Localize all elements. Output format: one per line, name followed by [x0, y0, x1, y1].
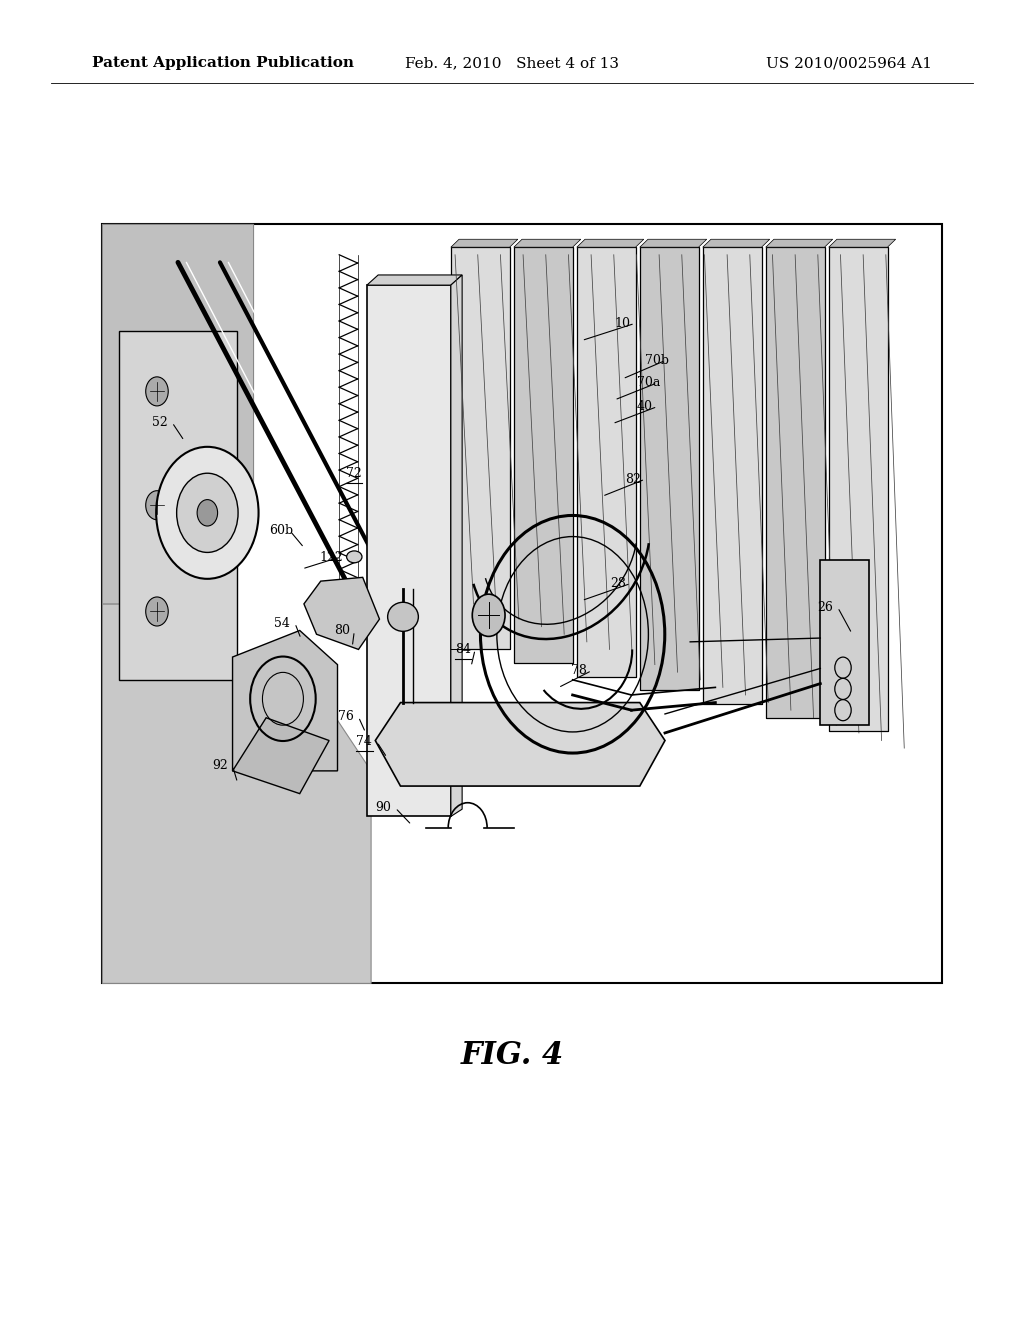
Polygon shape — [828, 239, 896, 247]
Polygon shape — [702, 247, 762, 704]
Text: Patent Application Publication: Patent Application Publication — [92, 57, 354, 70]
Polygon shape — [376, 702, 665, 787]
Text: 80: 80 — [334, 624, 350, 638]
Text: 60b: 60b — [269, 524, 294, 537]
Text: 52: 52 — [152, 416, 167, 429]
Polygon shape — [102, 224, 254, 605]
Polygon shape — [577, 239, 644, 247]
Text: 10: 10 — [614, 317, 631, 330]
Polygon shape — [232, 631, 338, 771]
Text: 82: 82 — [625, 473, 641, 486]
Text: 40: 40 — [637, 400, 653, 413]
Text: 92: 92 — [212, 759, 227, 772]
Polygon shape — [766, 247, 824, 718]
Text: 28: 28 — [610, 577, 627, 590]
Polygon shape — [640, 247, 698, 690]
Polygon shape — [119, 331, 237, 680]
Polygon shape — [367, 285, 451, 816]
Circle shape — [177, 474, 239, 553]
Bar — [820, 560, 869, 726]
Polygon shape — [828, 247, 888, 731]
Text: 72: 72 — [346, 467, 361, 480]
Polygon shape — [232, 718, 329, 793]
Ellipse shape — [388, 602, 419, 631]
Circle shape — [197, 500, 218, 527]
Text: Feb. 4, 2010   Sheet 4 of 13: Feb. 4, 2010 Sheet 4 of 13 — [406, 57, 618, 70]
Text: 54: 54 — [274, 616, 291, 630]
Polygon shape — [102, 605, 371, 983]
Circle shape — [145, 597, 168, 626]
Text: 76: 76 — [338, 710, 354, 723]
Circle shape — [145, 378, 168, 407]
Text: 90: 90 — [375, 801, 391, 814]
Polygon shape — [514, 247, 572, 663]
Polygon shape — [577, 247, 636, 677]
Text: 70b: 70b — [645, 354, 669, 367]
Text: 74: 74 — [356, 735, 373, 748]
Bar — [102, 224, 942, 983]
Text: 78: 78 — [571, 664, 588, 677]
Text: 26: 26 — [817, 601, 834, 614]
Polygon shape — [514, 239, 581, 247]
Text: US 2010/0025964 A1: US 2010/0025964 A1 — [766, 57, 932, 70]
Polygon shape — [451, 247, 510, 649]
Circle shape — [145, 491, 168, 520]
Polygon shape — [702, 239, 770, 247]
Polygon shape — [367, 275, 462, 285]
Polygon shape — [451, 275, 462, 816]
Ellipse shape — [346, 550, 362, 562]
Polygon shape — [304, 577, 380, 649]
Circle shape — [157, 446, 258, 579]
Text: FIG. 4: FIG. 4 — [461, 1040, 563, 1072]
Text: 84: 84 — [455, 643, 471, 656]
Text: 70a: 70a — [637, 376, 660, 389]
Polygon shape — [451, 239, 518, 247]
Circle shape — [472, 594, 505, 636]
Text: 122: 122 — [319, 550, 343, 564]
Polygon shape — [640, 239, 707, 247]
Polygon shape — [766, 239, 833, 247]
